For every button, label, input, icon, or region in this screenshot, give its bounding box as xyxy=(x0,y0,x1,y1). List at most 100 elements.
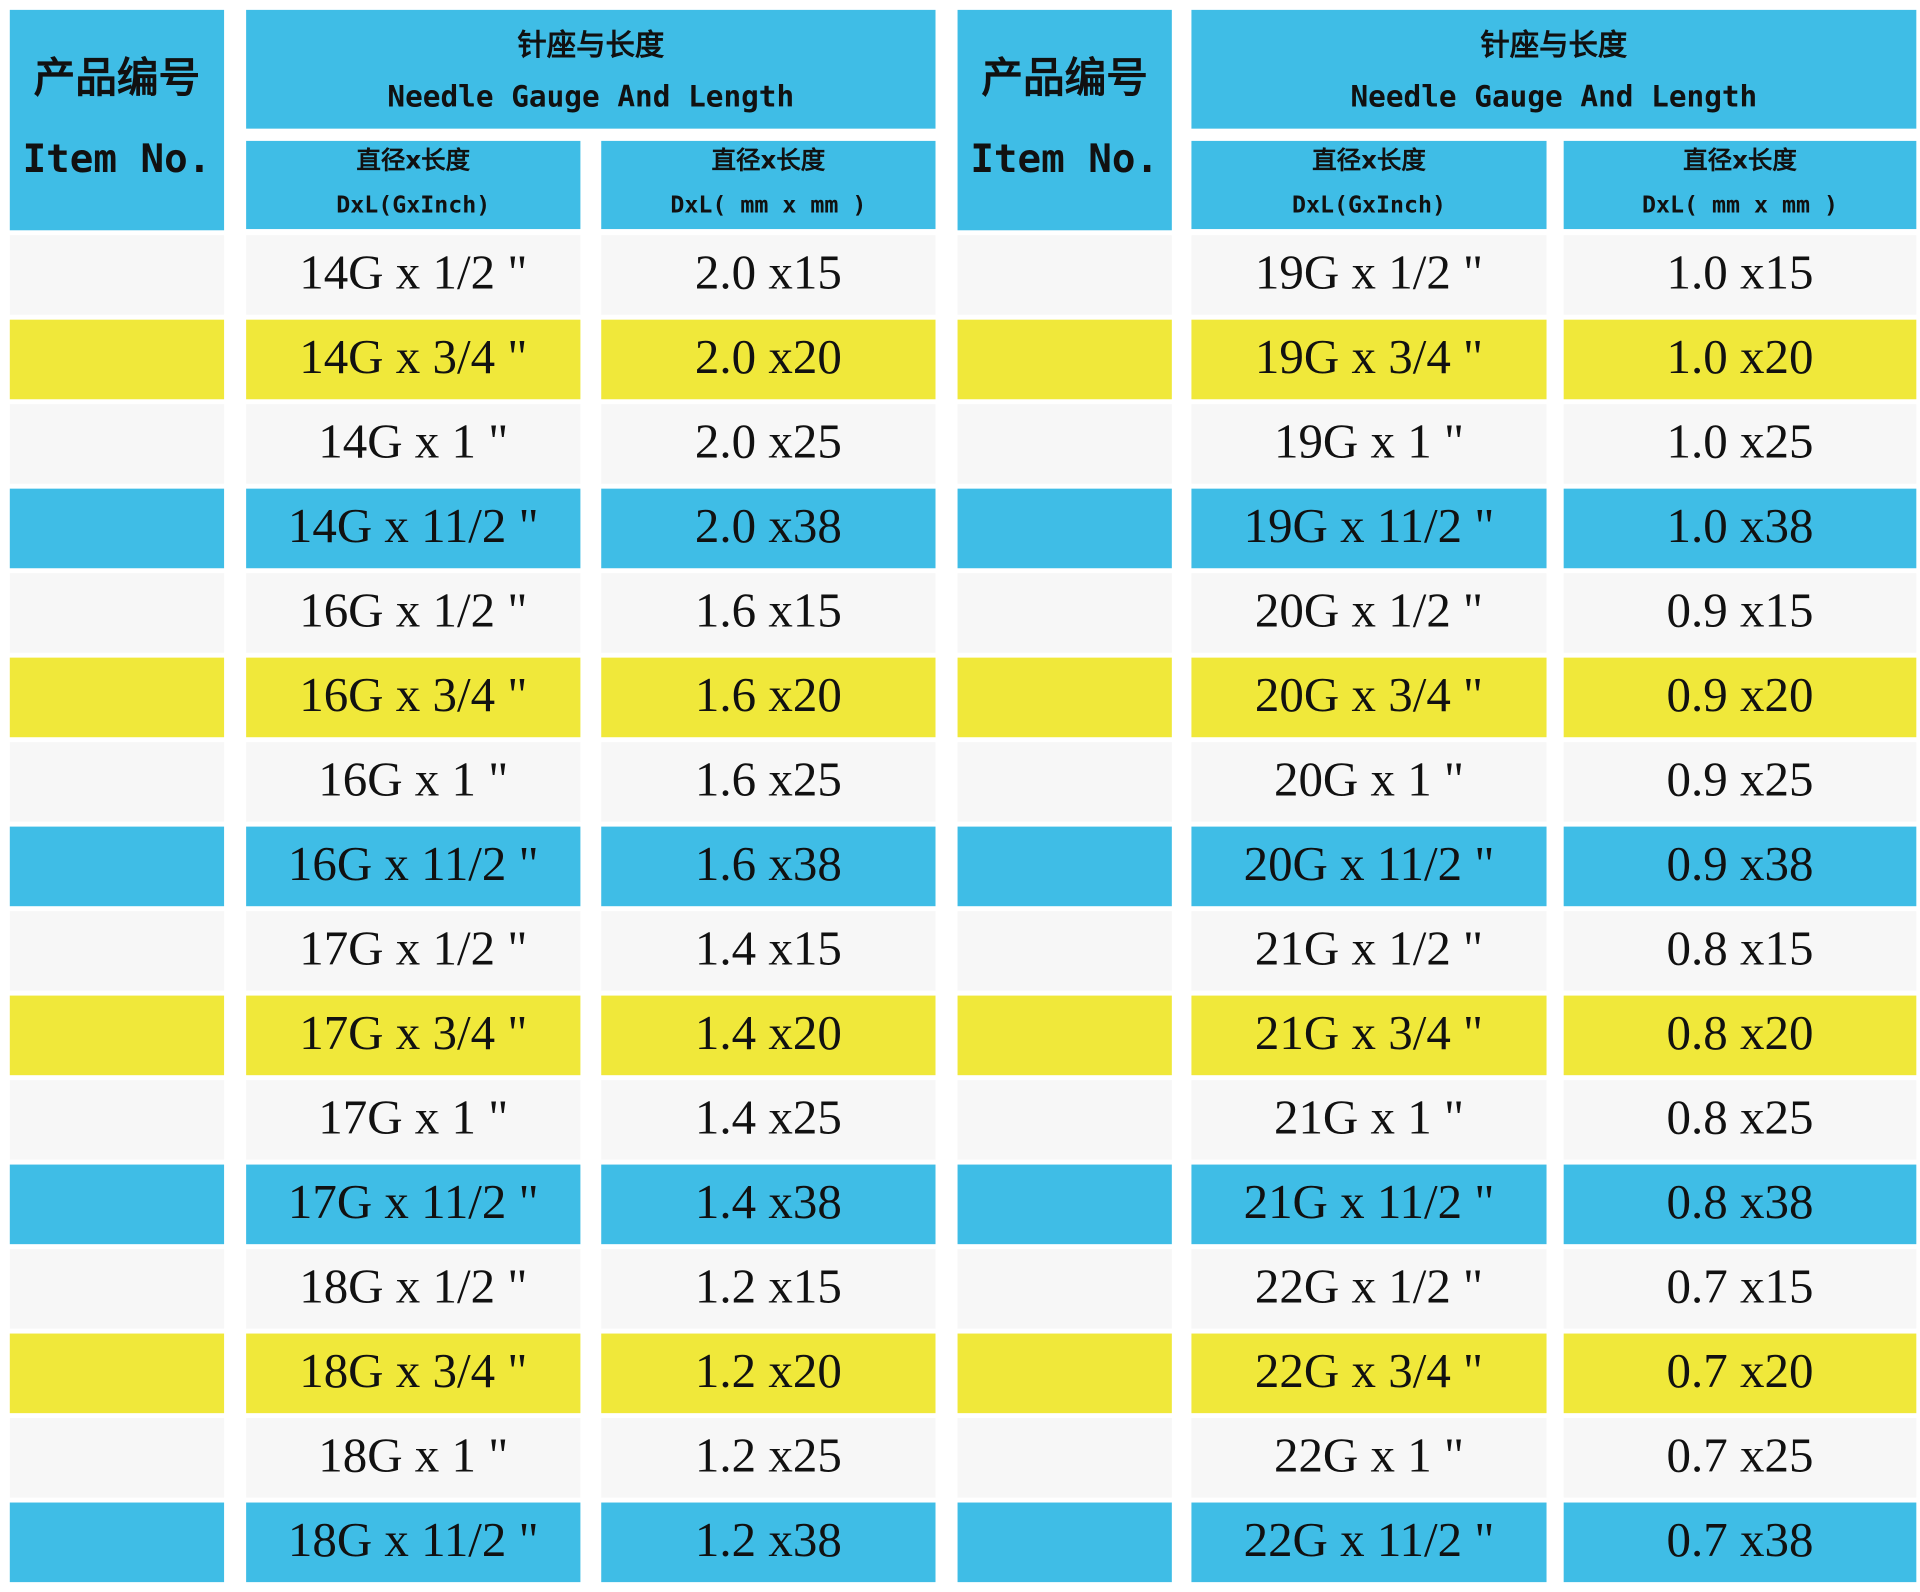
row-cell xyxy=(957,1080,1172,1160)
row-cell xyxy=(1191,657,1547,738)
row-cell xyxy=(9,319,225,400)
row-cell xyxy=(9,573,225,653)
row-cell xyxy=(246,826,581,907)
row-cell xyxy=(1191,319,1547,400)
row-cell xyxy=(957,826,1172,907)
gauge-mm: 1.2 x20 xyxy=(695,1343,842,1398)
row-cell xyxy=(246,235,581,315)
row-cell xyxy=(1563,1333,1917,1414)
row-cell xyxy=(246,1080,581,1160)
gauge-mm: 1.6 x38 xyxy=(695,836,842,891)
gauge-mm: 1.2 x15 xyxy=(695,1259,842,1314)
gauge-inch: 20G x 1/2 " xyxy=(1255,583,1483,638)
row-cell xyxy=(957,1164,1172,1245)
header-sub-cn: 直径x长度 xyxy=(1312,146,1426,175)
row-cell xyxy=(1563,1080,1917,1160)
gauge-inch: 21G x 3/4 " xyxy=(1255,1005,1483,1060)
row-cell xyxy=(1191,404,1547,484)
row-cell xyxy=(1563,911,1917,991)
row-cell xyxy=(1563,1418,1917,1498)
row-cell xyxy=(1563,1249,1917,1329)
gauge-inch: 22G x 1 " xyxy=(1274,1428,1464,1483)
row-cell xyxy=(9,1249,225,1329)
row-cell xyxy=(9,1164,225,1245)
row-cell xyxy=(9,742,225,822)
row-cell xyxy=(601,742,936,822)
gauge-inch: 16G x 3/4 " xyxy=(299,667,527,722)
row-cell xyxy=(246,657,581,738)
gauge-inch: 21G x 11/2 " xyxy=(1244,1174,1495,1229)
row-cell xyxy=(1191,1333,1547,1414)
gauge-mm: 1.2 x38 xyxy=(695,1512,842,1567)
row-cell xyxy=(246,995,581,1076)
gauge-inch: 21G x 1/2 " xyxy=(1255,921,1483,976)
row-cell xyxy=(9,657,225,738)
gauge-mm: 0.9 x38 xyxy=(1667,836,1814,891)
row-cell xyxy=(1563,1164,1917,1245)
row-cell xyxy=(246,1333,581,1414)
row-cell xyxy=(601,1502,936,1583)
row-cell xyxy=(957,488,1172,569)
gauge-inch: 14G x 11/2 " xyxy=(288,498,539,553)
header-cell xyxy=(957,9,1172,231)
gauge-mm: 0.8 x20 xyxy=(1667,1005,1814,1060)
header-item-cn: 产品编号 xyxy=(34,53,201,102)
gauge-mm: 2.0 x38 xyxy=(695,498,842,553)
gauge-inch: 22G x 3/4 " xyxy=(1255,1343,1483,1398)
gauge-mm: 1.6 x25 xyxy=(695,752,842,807)
header-item-en: Item No. xyxy=(23,137,212,182)
row-cell xyxy=(246,911,581,991)
gauge-mm: 0.9 x15 xyxy=(1667,583,1814,638)
row-cell xyxy=(9,995,225,1076)
row-cell xyxy=(9,826,225,907)
row-cell xyxy=(1191,488,1547,569)
row-cell xyxy=(9,488,225,569)
row-cell xyxy=(1563,657,1917,738)
header-cell xyxy=(9,9,225,231)
row-cell xyxy=(9,404,225,484)
gauge-inch: 18G x 11/2 " xyxy=(288,1512,539,1567)
row-cell xyxy=(9,1080,225,1160)
row-cell xyxy=(246,1502,581,1583)
row-cell xyxy=(957,235,1172,315)
row-cell xyxy=(1191,826,1547,907)
row-cell xyxy=(1191,911,1547,991)
row-cell xyxy=(957,1418,1172,1498)
header-item-cn: 产品编号 xyxy=(981,53,1148,102)
gauge-mm: 0.8 x15 xyxy=(1667,921,1814,976)
header-sub-en: DxL(GxInch) xyxy=(1292,191,1446,218)
header-cell xyxy=(601,140,936,230)
row-cell xyxy=(1563,826,1917,907)
row-cell xyxy=(1191,573,1547,653)
gauge-mm: 1.0 x20 xyxy=(1667,329,1814,384)
gauge-inch: 22G x 11/2 " xyxy=(1244,1512,1495,1567)
row-cell xyxy=(601,235,936,315)
gauge-mm: 1.0 x25 xyxy=(1667,414,1814,469)
row-cell xyxy=(957,573,1172,653)
gauge-mm: 0.8 x25 xyxy=(1667,1090,1814,1145)
row-cell xyxy=(246,742,581,822)
gauge-inch: 16G x 1 " xyxy=(318,752,508,807)
row-cell xyxy=(957,319,1172,400)
header-cell xyxy=(246,9,936,129)
gauge-mm: 1.4 x15 xyxy=(695,921,842,976)
gauge-mm: 1.4 x20 xyxy=(695,1005,842,1060)
gauge-inch: 17G x 11/2 " xyxy=(288,1174,539,1229)
gauge-mm: 1.0 x15 xyxy=(1667,245,1814,300)
gauge-mm: 2.0 x20 xyxy=(695,329,842,384)
row-cell xyxy=(1563,995,1917,1076)
row-cell xyxy=(1191,235,1547,315)
header-sub-en: DxL( mm x mm ) xyxy=(1642,191,1838,218)
header-cell xyxy=(1563,140,1917,230)
row-cell xyxy=(1191,1164,1547,1245)
row-cell xyxy=(601,319,936,400)
gauge-mm: 0.7 x38 xyxy=(1667,1512,1814,1567)
row-cell xyxy=(957,1502,1172,1583)
row-cell xyxy=(601,488,936,569)
row-cell xyxy=(1563,742,1917,822)
header-item-en: Item No. xyxy=(970,137,1159,182)
gauge-mm: 1.2 x25 xyxy=(695,1428,842,1483)
gauge-mm: 0.7 x15 xyxy=(1667,1259,1814,1314)
gauge-mm: 0.7 x20 xyxy=(1667,1343,1814,1398)
